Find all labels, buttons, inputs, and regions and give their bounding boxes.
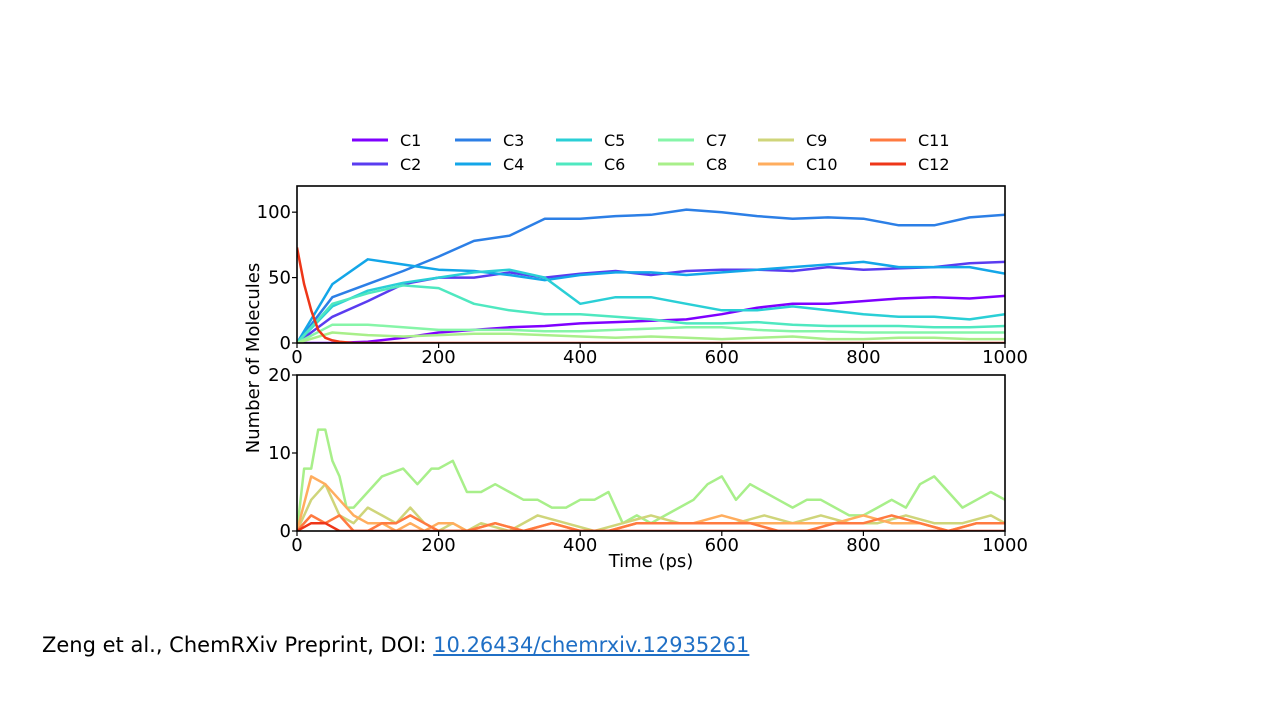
y-tick-label: 20 [268,365,291,386]
plot-frame [296,185,1006,344]
legend-label-c8: C8 [706,155,727,174]
legend-label-c2: C2 [400,155,421,174]
citation-text: Zeng et al., ChemRXiv Preprint, DOI: [42,633,434,657]
legend-label-c12: C12 [918,155,950,174]
x-tick-label: 1000 [982,347,1028,368]
x-tick-label: 0 [291,535,302,556]
series-line-c12 [297,247,1005,343]
plot-frame [296,374,1006,532]
series-line-c6 [297,284,1005,343]
x-tick-label: 800 [846,535,880,556]
x-tick-label: 600 [705,347,739,368]
series-line-c8 [297,331,1005,343]
x-tick-label: 1000 [982,535,1028,556]
y-tick-label: 50 [268,268,291,289]
legend-label-c10: C10 [806,155,838,174]
panel-bottom: 0 200 400 600 800 1000 0 10 20 [268,365,1028,556]
x-tick-label: 600 [705,535,739,556]
series-group [297,208,1005,343]
legend-label-c9: C9 [806,131,827,150]
y-tick-label: 0 [280,521,291,542]
series-line-c4 [297,258,1005,343]
series-line-c2 [297,260,1005,343]
legend-label-c3: C3 [503,131,524,150]
panel-top: 0 200 400 600 800 1000 0 50 100 [257,185,1028,368]
x-tick-label: 400 [563,347,597,368]
x-tick-label: 400 [563,535,597,556]
y-axis-label: Number of Molecules [243,263,264,453]
doi-link[interactable]: 10.26434/chemrxiv.12935261 [433,633,750,657]
series-line-c11 [297,514,1005,531]
x-tick-label: 0 [291,347,302,368]
legend-label-c6: C6 [604,155,625,174]
y-tick-label: 0 [280,333,291,354]
series-line-c3 [297,208,1005,343]
x-axis-label: Time (ps) [608,551,694,572]
series-line-c12 [297,521,1005,531]
series-line-c7 [297,323,1005,343]
legend-label-c1: C1 [400,131,421,150]
series-group [297,428,1005,531]
x-tick-label: 800 [846,347,880,368]
citation: Zeng et al., ChemRXiv Preprint, DOI: 10.… [42,633,749,657]
legend-label-c7: C7 [706,131,727,150]
x-tick-label: 200 [421,347,455,368]
legend-label-c4: C4 [503,155,524,174]
y-tick-label: 100 [257,202,291,223]
legend-label-c11: C11 [918,131,950,150]
legend: C1 C2 C3 C4 C5 C6 C7 C8 C9 C10 C11 C12 [352,131,950,174]
series-line-c9 [297,482,1005,531]
x-tick-label: 200 [421,535,455,556]
series-line-c5 [297,268,1005,343]
legend-label-c5: C5 [604,131,625,150]
y-tick-label: 10 [268,443,291,464]
